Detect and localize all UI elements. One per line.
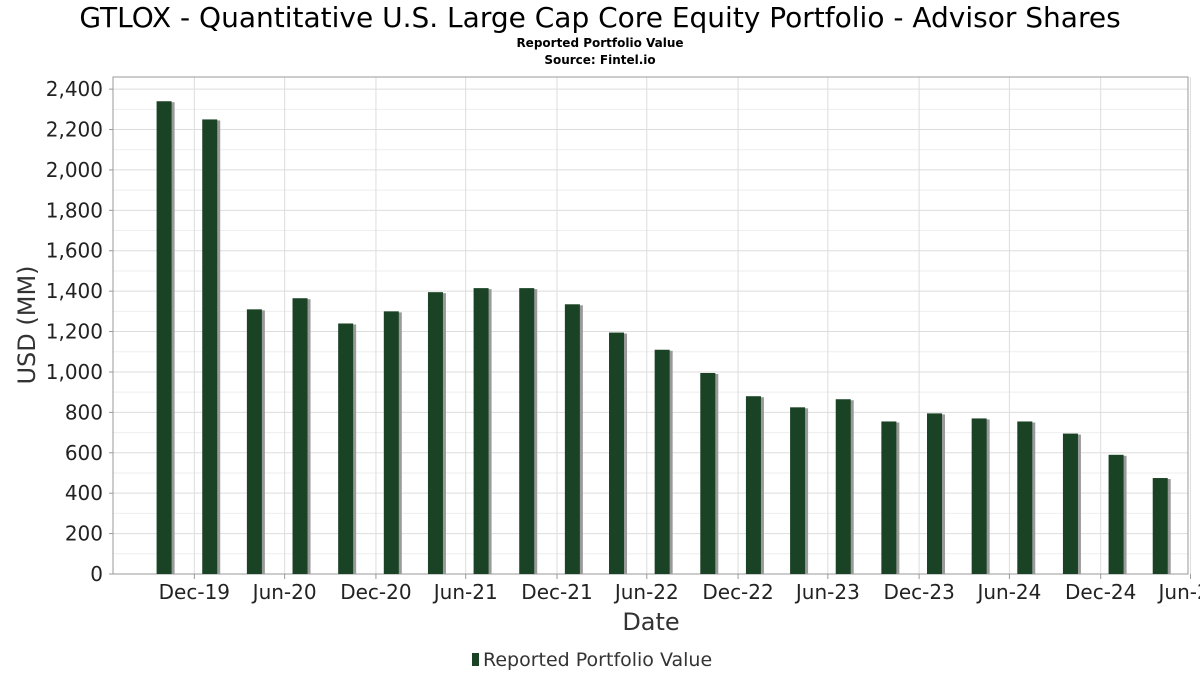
legend: Reported Portfolio Value [472,649,712,671]
y-axis-ticks: 0 200 400 600 800 1,000 1,200 1,400 1,600 1,800 2,… [46,77,113,586]
y-tick-label: 1,400 [46,279,103,303]
y-tick-label: 600 [65,441,103,465]
bar [1017,421,1033,574]
chart-subtitle: Reported Portfolio Value [516,36,683,50]
legend-swatch [472,653,479,666]
y-tick-label: 2,200 [46,118,103,142]
x-tick-label: Jun-21 [432,580,498,604]
y-tick-label: 200 [65,522,103,546]
bar [383,311,399,574]
y-tick-label: 1,000 [46,360,103,384]
bar [338,323,354,574]
bar [881,421,897,574]
x-tick-label: Jun-22 [613,580,679,604]
bars [156,101,1171,575]
x-tick-label: Dec-21 [521,580,592,604]
x-tick-label: Dec-24 [1065,580,1136,604]
chart-title: GTLOX - Quantitative U.S. Large Cap Core… [79,1,1120,34]
bar [745,396,761,574]
bar [519,288,535,574]
x-tick-label: Jun-23 [794,580,860,604]
x-tick-label: Dec-20 [340,580,411,604]
x-tick-label: Jun-24 [975,580,1041,604]
bar [1108,454,1124,574]
y-axis-label: USD (MM) [13,265,41,384]
bar [790,407,806,574]
bar [609,332,625,574]
y-tick-label: 800 [65,400,103,424]
bar [246,309,262,574]
gridlines [113,77,1191,575]
bar [156,101,172,575]
chart-source: Source: Fintel.io [544,53,655,67]
bar [202,119,218,575]
x-tick-label: Jun-20 [251,580,317,604]
x-tick-label: Jun-25 [1157,580,1200,604]
legend-label: Reported Portfolio Value [483,649,712,671]
x-axis-label: Date [622,608,679,636]
bar [654,349,670,574]
bar [1152,478,1168,574]
x-tick-label: Dec-19 [159,580,230,604]
bar [971,418,987,574]
x-tick-label: Dec-23 [883,580,954,604]
y-tick-label: 1,200 [46,320,103,344]
x-axis-ticks: Dec-19 Jun-20 Dec-20 Jun-21 Dec-21 Jun-22 Dec-… [159,574,1200,604]
y-tick-label: 2,400 [46,77,103,101]
bar [564,304,580,574]
y-tick-label: 2,000 [46,158,103,182]
bar [835,399,851,574]
bar [292,298,308,574]
y-tick-label: 1,800 [46,198,103,222]
bar [700,372,716,574]
bar [1062,433,1078,574]
bar [927,413,943,574]
y-tick-label: 400 [65,481,103,505]
bar [427,292,443,574]
x-tick-label: Dec-22 [702,580,773,604]
plot-area-border [112,76,1189,575]
bar [473,288,489,574]
y-tick-label: 0 [90,562,103,586]
y-tick-label: 1,600 [46,239,103,263]
